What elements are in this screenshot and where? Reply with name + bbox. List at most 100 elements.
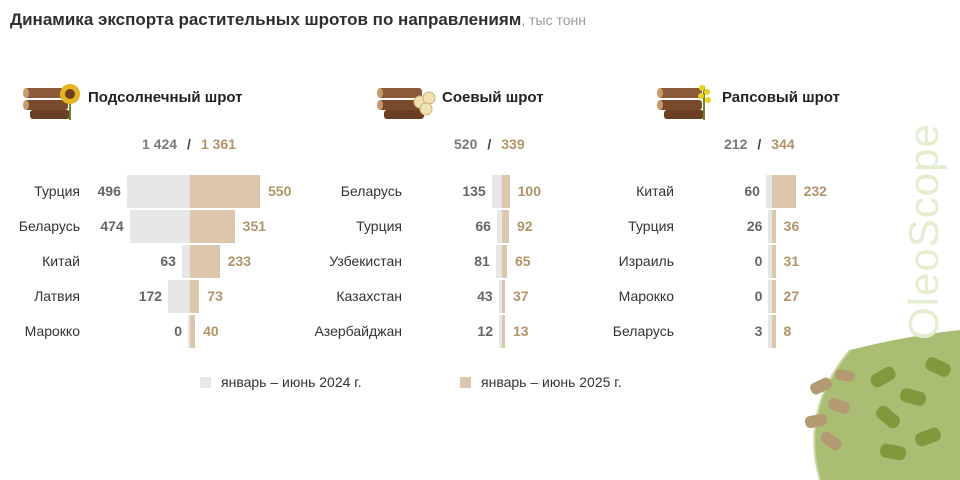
total-2024: 520 <box>454 136 478 152</box>
category-label: Турция <box>628 218 674 234</box>
bar-2024 <box>768 315 772 348</box>
category-label: Беларусь <box>18 218 80 234</box>
value-2025: 351 <box>242 218 267 234</box>
title-text: Динамика экспорта растительных шротов по… <box>10 10 522 29</box>
bar-2024 <box>495 245 502 278</box>
total-separator: / <box>187 136 191 152</box>
bar-2024 <box>765 175 772 208</box>
value-2024: 0 <box>754 253 763 269</box>
title-unit: , тыс тонн <box>521 12 587 28</box>
value-2025: 37 <box>513 288 529 304</box>
category-label: Казахстан <box>336 288 402 304</box>
category-label: Израиль <box>618 253 674 269</box>
bar-2025 <box>772 210 776 243</box>
category-label: Турция <box>34 183 80 199</box>
value-2024: 26 <box>746 218 763 234</box>
category-label: Узбекистан <box>329 253 402 269</box>
value-2024: 0 <box>174 323 182 339</box>
category-label: Марокко <box>24 323 80 339</box>
category-label: Марокко <box>618 288 674 304</box>
chart-title: Рапсовый шрот <box>722 89 840 106</box>
bar-2025 <box>190 280 200 313</box>
bar-2025 <box>502 175 510 208</box>
totals: 1 424 / 1 361 <box>142 136 236 152</box>
legend-item: январь – июнь 2024 г. <box>200 374 362 390</box>
value-2024: 63 <box>160 253 176 269</box>
chart-title: Подсолнечный шрот <box>88 89 243 106</box>
value-2024: 0 <box>754 288 763 304</box>
bar-2025 <box>502 245 507 278</box>
value-2025: 40 <box>203 323 219 339</box>
bar-2024 <box>498 280 502 313</box>
bar-2025 <box>502 315 505 348</box>
value-2024: 12 <box>477 323 493 339</box>
bar-2024 <box>496 210 502 243</box>
category-label: Азербайджан <box>314 323 402 339</box>
bar-2025 <box>502 210 510 243</box>
value-2025: 92 <box>517 218 533 234</box>
category-label: Беларусь <box>340 183 402 199</box>
value-2024: 172 <box>138 288 163 304</box>
value-2025: 100 <box>517 183 541 199</box>
bar-2024 <box>491 175 502 208</box>
rapeseed-logs-icon <box>656 78 718 125</box>
bar-2025 <box>190 210 235 243</box>
category-label: Латвия <box>34 288 80 304</box>
sunflower-logs-icon <box>22 78 84 125</box>
value-2025: 13 <box>513 323 529 339</box>
bar-2024 <box>499 315 502 348</box>
chart-title: Соевый шрот <box>442 89 544 106</box>
value-2025: 233 <box>227 253 251 269</box>
bar-2025 <box>190 175 260 208</box>
total-2025: 344 <box>771 136 795 152</box>
totals: 212 / 344 <box>724 136 795 152</box>
category-label: Китай <box>42 253 80 269</box>
value-2024: 3 <box>754 323 763 339</box>
bar-2024 <box>768 210 772 243</box>
total-2025: 339 <box>501 136 525 152</box>
value-2025: 27 <box>783 288 800 304</box>
bar-2024 <box>188 315 190 348</box>
value-2025: 73 <box>207 288 223 304</box>
bar-2025 <box>502 280 505 313</box>
value-2025: 8 <box>783 323 792 339</box>
bar-2025 <box>772 280 776 313</box>
bar-2024 <box>768 245 772 278</box>
value-2024: 135 <box>462 183 486 199</box>
category-label: Беларусь <box>612 323 674 339</box>
bar-2024 <box>168 280 190 313</box>
value-2025: 36 <box>783 218 800 234</box>
pellets-decoration <box>804 330 960 480</box>
legend-item: январь – июнь 2025 г. <box>460 374 622 390</box>
bar-2025 <box>772 315 776 348</box>
legend-label: январь – июнь 2024 г. <box>221 374 362 390</box>
value-2025: 232 <box>803 183 827 199</box>
total-2025: 1 361 <box>200 136 236 152</box>
bar-2024 <box>126 175 190 208</box>
value-2025: 31 <box>783 253 800 269</box>
soybean-logs-icon <box>376 78 438 125</box>
legend-swatch <box>200 377 211 388</box>
total-separator: / <box>487 136 492 152</box>
value-2024: 474 <box>100 218 124 234</box>
totals: 520 / 339 <box>454 136 525 152</box>
value-2025: 550 <box>268 183 292 199</box>
page-title: Динамика экспорта растительных шротов по… <box>10 10 586 30</box>
bar-2024 <box>181 245 190 278</box>
category-label: Турция <box>356 218 402 234</box>
value-2025: 65 <box>514 253 531 269</box>
legend-label: январь – июнь 2025 г. <box>481 374 622 390</box>
bar-2024 <box>129 210 190 243</box>
brand-watermark: OleoScope <box>900 123 947 340</box>
bar-2025 <box>772 175 796 208</box>
value-2024: 43 <box>477 288 493 304</box>
bar-2025 <box>190 315 196 348</box>
bar-2025 <box>190 245 220 278</box>
value-2024: 66 <box>475 218 491 234</box>
total-2024: 212 <box>724 136 748 152</box>
total-separator: / <box>757 136 762 152</box>
total-2024: 1 424 <box>142 136 178 152</box>
value-2024: 496 <box>97 183 121 199</box>
legend-swatch <box>460 377 471 388</box>
value-2024: 81 <box>474 253 490 269</box>
